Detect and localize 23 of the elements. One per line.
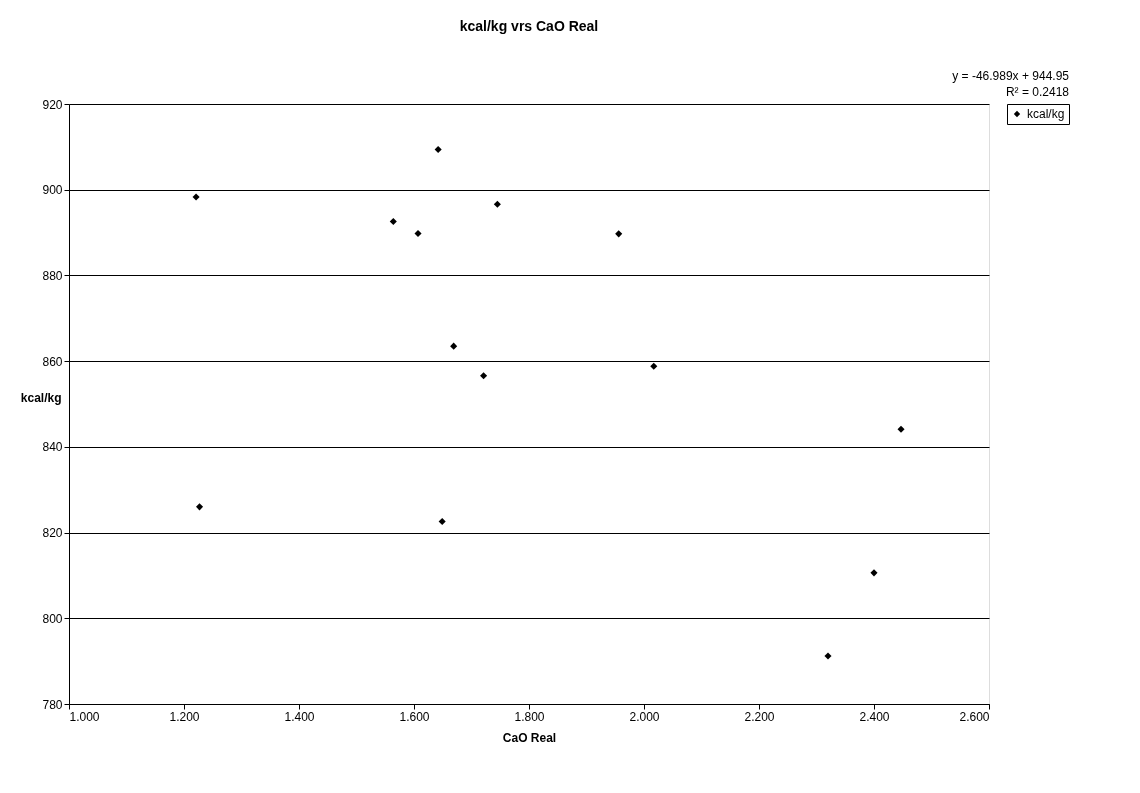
chart-title: kcal/kg vrs CaO Real xyxy=(459,18,599,34)
x-axis-title: CaO Real xyxy=(502,730,557,745)
x-tick-label: 1.800 xyxy=(514,709,545,724)
x-tick-label: 1.200 xyxy=(169,709,200,724)
y-tick-label: 820 xyxy=(42,526,63,541)
legend-label: kcal/kg xyxy=(1027,107,1065,121)
x-tick-label: 2.200 xyxy=(744,709,775,724)
text: R² = 0.2418 xyxy=(1005,85,1070,99)
y-tick-label: 840 xyxy=(42,440,63,455)
x-tick-label: 2.000 xyxy=(629,709,660,724)
x-tick-label: 2.400 xyxy=(859,709,890,724)
y-tick-label: 780 xyxy=(42,697,63,712)
y-axis-title: kcal/kg xyxy=(20,390,62,405)
text: y = -46.989x + 944.95 xyxy=(952,69,1070,83)
y-tick-label: 860 xyxy=(42,354,63,369)
y-tick-label: 880 xyxy=(42,268,63,283)
y-tick-label: 800 xyxy=(42,611,63,626)
y-tick-label: 920 xyxy=(42,97,63,112)
x-tick-label: 1.400 xyxy=(284,709,315,724)
x-tick-label: 2.600 xyxy=(959,709,990,724)
x-tick-label: 1.600 xyxy=(399,709,430,724)
y-tick-label: 900 xyxy=(42,183,63,198)
x-tick-label: 1.000 xyxy=(69,709,100,724)
